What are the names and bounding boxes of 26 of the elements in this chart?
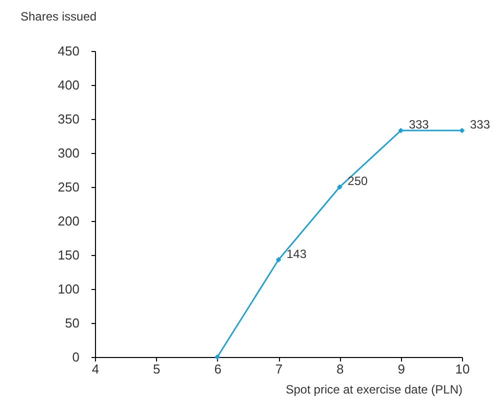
x-tick-label: 9 (398, 362, 405, 376)
point (459, 128, 465, 134)
data-label: 143 (286, 246, 307, 261)
y-tick-label: 250 (58, 180, 80, 194)
data-label: 250 (348, 174, 368, 188)
x-tick-label: 6 (214, 362, 222, 376)
y-tick-label: 450 (58, 44, 80, 58)
y-axis-title: Shares issued (20, 10, 97, 24)
y-tick-label: 350 (58, 112, 80, 126)
x-axis-title: Spot price at exercise date (PLN) (286, 382, 462, 396)
data-label: 333 (470, 118, 490, 132)
y-tick-label: 0 (72, 350, 80, 364)
data-label: 333 (408, 118, 430, 132)
x-tick-label: 4 (92, 362, 100, 376)
y-tick-label: 400 (58, 78, 80, 92)
point (214, 354, 220, 360)
x-tick-label: 7 (275, 362, 283, 376)
y-tick-label: 300 (58, 146, 80, 160)
y-tick-label: 50 (65, 316, 80, 330)
x-tick-label: 10 (455, 362, 470, 376)
y-tick-label: 150 (58, 248, 80, 262)
y-tick-label: 100 (58, 282, 80, 296)
point (336, 184, 342, 190)
x-tick-label: 8 (336, 362, 344, 376)
y-tick-label: 200 (58, 214, 80, 228)
x-tick-label: 5 (153, 362, 160, 376)
